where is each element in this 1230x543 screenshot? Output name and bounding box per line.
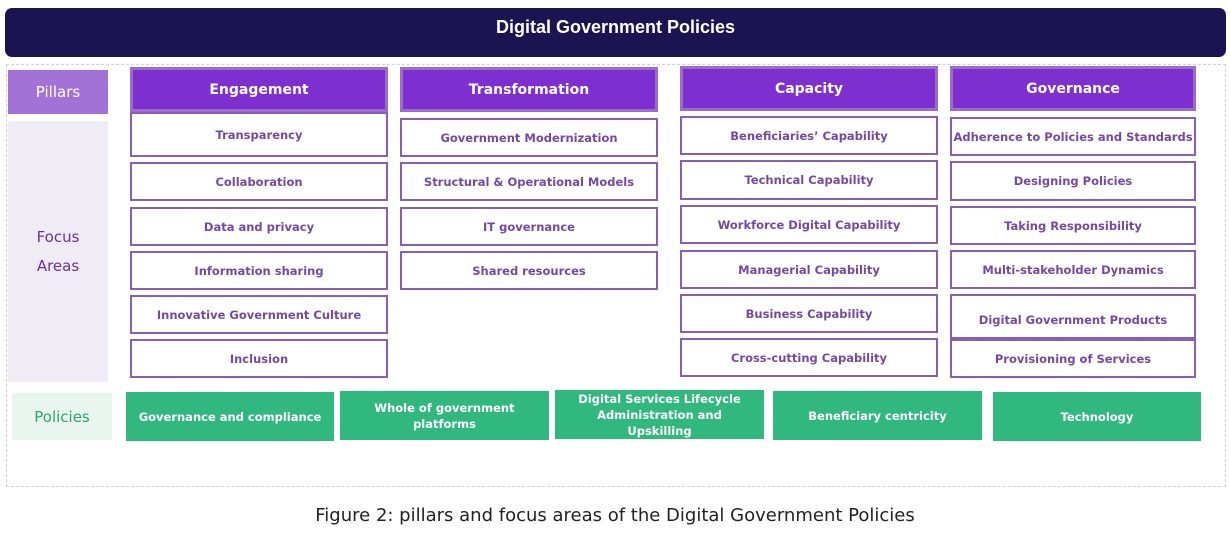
focus-area-information-sharing: Information sharing xyxy=(130,251,388,290)
pillar-transformation: Transformation xyxy=(400,67,658,112)
diagram-frame xyxy=(6,64,1226,487)
pillar-engagement: Engagement xyxy=(130,67,388,112)
focus-area-collaboration: Collaboration xyxy=(130,162,388,201)
focus-areas-row-label: Focus Areas xyxy=(8,121,108,382)
focus-area-digital-government-products: Digital Government Products xyxy=(950,294,1196,339)
policies-row-label: Policies xyxy=(12,393,112,440)
policy-technology: Technology xyxy=(993,392,1201,441)
focus-area-it-governance: IT governance xyxy=(400,207,658,246)
focus-area-business-capability: Business Capability xyxy=(680,294,938,333)
focus-area-managerial-capability: Managerial Capability xyxy=(680,250,938,289)
focus-area-multi-stakeholder-dynamics: Multi-stakeholder Dynamics xyxy=(950,250,1196,289)
focus-area-workforce-digital-capability: Workforce Digital Capability xyxy=(680,205,938,244)
focus-area-inclusion: Inclusion xyxy=(130,339,388,378)
focus-area-adherence-to-policies: Adherence to Policies and Standards xyxy=(950,117,1196,156)
focus-area-structural-operational-models: Structural & Operational Models xyxy=(400,162,658,201)
focus-area-government-modernization: Government Modernization xyxy=(400,118,658,157)
focus-area-beneficiaries-capability: Beneficiaries’ Capability xyxy=(680,116,938,155)
focus-area-technical-capability: Technical Capability xyxy=(680,160,938,200)
diagram-title: Digital Government Policies xyxy=(5,8,1226,57)
policy-digital-services-lifecycle: Digital Services Lifecycle Administratio… xyxy=(555,390,764,439)
pillar-capacity: Capacity xyxy=(680,66,938,111)
focus-area-designing-policies: Designing Policies xyxy=(950,161,1196,201)
policy-whole-of-government-platforms: Whole of government platforms xyxy=(340,391,549,440)
policy-governance-and-compliance: Governance and compliance xyxy=(126,392,334,441)
focus-area-shared-resources: Shared resources xyxy=(400,251,658,290)
figure-caption: Figure 2: pillars and focus areas of the… xyxy=(315,505,915,526)
focus-area-data-and-privacy: Data and privacy xyxy=(130,207,388,246)
focus-area-innovative-government-culture: Innovative Government Culture xyxy=(130,295,388,334)
focus-area-provisioning-of-services: Provisioning of Services xyxy=(950,339,1196,378)
focus-area-transparency: Transparency xyxy=(130,112,388,157)
pillars-row-label: Pillars xyxy=(8,70,108,114)
focus-area-taking-responsibility: Taking Responsibility xyxy=(950,206,1196,245)
policy-beneficiary-centricity: Beneficiary centricity xyxy=(773,391,982,440)
focus-area-cross-cutting-capability: Cross-cutting Capability xyxy=(680,338,938,377)
pillar-governance: Governance xyxy=(950,66,1196,111)
